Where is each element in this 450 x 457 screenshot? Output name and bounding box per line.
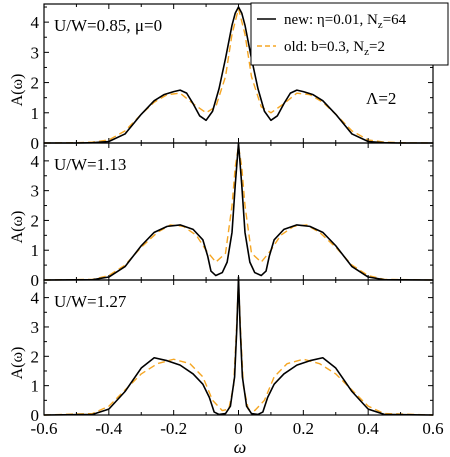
legend-entry-new: new: η=0.01, Nz=64 [284, 12, 407, 31]
legend-entry-new-sub: z [378, 19, 383, 31]
legend-entry-old-suffix: =2 [369, 39, 385, 55]
y-tick-label: 4 [31, 289, 40, 308]
y-tick-label: 0 [31, 406, 40, 425]
y-tick-label: 3 [31, 182, 40, 201]
y-tick-label: 1 [31, 377, 40, 396]
legend-box [250, 2, 449, 66]
y-tick-label: 1 [31, 104, 40, 123]
x-tick-label: -0.4 [95, 419, 122, 438]
legend-entry-old-text: old: b=0.3, N [284, 39, 364, 55]
x-tick-label: 0.4 [358, 419, 380, 438]
y-tick-label: 3 [31, 318, 40, 337]
y-tick-label: 4 [31, 152, 40, 171]
y-tick-label: 0 [31, 271, 40, 290]
legend-entry-new-text: new: η=0.01, N [284, 12, 378, 28]
x-tick-label: 0.6 [422, 419, 443, 438]
x-tick-label: 0 [234, 419, 243, 438]
x-axis-label: ω [234, 437, 247, 457]
chart-panel-3: 0 1 2 3 4 -0.6 -0.4 -0.2 0 0.2 0.4 0.6 U/W=1.27 [31, 276, 444, 438]
y-axis-label: A(ω) [9, 347, 26, 380]
series-line-old [43, 279, 434, 416]
legend-entry-new-suffix: =64 [383, 12, 407, 28]
y-tick-label: 0 [31, 134, 40, 153]
x-tick-label: 0.2 [293, 419, 314, 438]
y-axis-label: A(ω) [9, 74, 26, 107]
y-tick-label: 3 [31, 43, 40, 62]
y-tick-label: 4 [31, 13, 40, 32]
x-tick-label: -0.6 [31, 419, 58, 438]
panel-annotation: Λ=2 [366, 89, 396, 108]
panels: 0 1 2 3 4 U/W=0.85, μ=0 Λ=2 0 1 2 3 4 U/W=1.13 0 1 2 3 4 -… [31, 3, 444, 438]
panel-label: U/W=1.27 [54, 292, 127, 311]
chart-panel-2: 0 1 2 3 4 U/W=1.13 [31, 142, 434, 290]
series-line-old [43, 145, 434, 281]
panel-label: U/W=0.85, μ=0 [54, 16, 162, 35]
y-axis-label: A(ω) [9, 211, 26, 244]
chart-panel-1: 0 1 2 3 4 U/W=0.85, μ=0 Λ=2 [31, 3, 434, 153]
y-tick-label: 2 [31, 347, 40, 366]
y-tick-label: 1 [31, 241, 40, 260]
panel-label: U/W=1.13 [54, 155, 126, 174]
y-tick-label: 2 [31, 74, 40, 93]
y-tick-label: 2 [31, 211, 40, 230]
legend-entry-old-sub: z [364, 46, 369, 58]
series-line-new [43, 276, 434, 416]
legend: new: η=0.01, Nz=64 old: b=0.3, Nz=2 [250, 2, 449, 66]
legend-entry-old: old: b=0.3, Nz=2 [284, 39, 385, 58]
x-tick-label: -0.2 [160, 419, 187, 438]
